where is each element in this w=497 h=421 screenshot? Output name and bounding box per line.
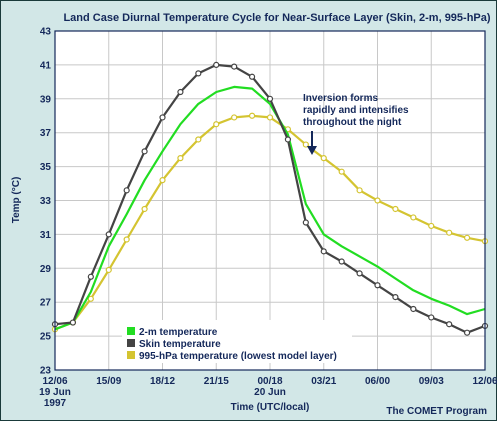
series-point-2: [338, 168, 345, 175]
series-point-1: [177, 88, 184, 96]
y-tick-label: 27: [40, 298, 52, 309]
x-tick-label: 09/03: [419, 376, 444, 387]
y-tick-label: 33: [40, 196, 52, 207]
series-point-1: [463, 329, 471, 336]
series-point-1: [213, 61, 220, 69]
series-point-1: [410, 305, 417, 313]
series-point-2: [177, 155, 184, 162]
series-point-2: [213, 121, 220, 128]
series-point-1: [231, 63, 238, 70]
legend-box: [122, 320, 352, 363]
annotation-line-1: Inversion forms: [303, 93, 378, 104]
series-point-1: [105, 231, 112, 238]
x-axis-label: Time (UTC/local): [231, 402, 310, 413]
x-tick-label: 1997: [44, 398, 67, 409]
series-point-1: [159, 114, 166, 121]
plot-frame: [54, 30, 486, 371]
series-point-1: [356, 270, 363, 277]
y-tick-label: 41: [40, 60, 52, 71]
x-tick-label: 06/00: [365, 376, 390, 387]
legend-label-995: 995-hPa temperature (lowest model layer): [139, 351, 337, 362]
series-point-1: [302, 219, 309, 226]
x-tick-label: 12/06: [42, 376, 67, 387]
series-point-2: [320, 155, 327, 162]
y-tick-label: 23: [40, 366, 52, 377]
series-point-2: [141, 205, 148, 213]
annotation-arrow-head: [307, 146, 317, 155]
series-line-0: [54, 85, 486, 331]
series-point-2: [463, 234, 471, 241]
series-point-2: [159, 177, 166, 184]
annotation-line-2: rapidly and intensifies: [303, 105, 409, 116]
series-point-1: [141, 148, 148, 155]
x-tick-label: 00/18: [257, 376, 282, 387]
series-point-1: [123, 187, 130, 194]
series-point-1: [428, 314, 435, 321]
series-point-1: [320, 248, 327, 255]
y-tick-label: 43: [40, 27, 52, 38]
x-tick-label: 19 Jun: [39, 387, 71, 398]
series-point-2: [302, 141, 309, 148]
x-tick-label: 15/09: [96, 376, 121, 387]
series-point-2: [374, 197, 381, 204]
series-point-1: [392, 294, 399, 301]
series-point-1: [69, 319, 77, 326]
series-point-2: [428, 222, 435, 230]
legend-swatch-2m: [127, 327, 135, 335]
y-tick-label: 31: [40, 230, 52, 241]
legend-label-2m: 2-m temperature: [139, 327, 218, 338]
series-group: [51, 61, 489, 336]
y-tick-label: 39: [40, 94, 52, 105]
series-point-2: [356, 187, 363, 194]
series-point-1: [195, 70, 202, 77]
series-point-1: [87, 273, 94, 280]
series-point-2: [123, 236, 130, 243]
y-tick-label: 35: [40, 162, 52, 173]
series-point-1: [446, 321, 453, 328]
series-point-2: [87, 295, 94, 302]
legend: 2-m temperature Skin temperature 995-hPa…: [122, 320, 352, 363]
series-point-2: [231, 114, 238, 121]
credit-text: The COMET Program: [386, 406, 487, 417]
x-tick-label: 03/21: [311, 376, 336, 387]
series-point-1: [266, 95, 274, 102]
series-point-1: [284, 136, 292, 143]
series-point-2: [446, 229, 453, 236]
legend-swatch-995: [127, 351, 135, 359]
chart-title: Land Case Diurnal Temperature Cycle for …: [63, 12, 490, 24]
x-tick-label: 21/15: [204, 376, 229, 387]
y-tick-label: 29: [40, 264, 52, 275]
y-tick-label: 25: [40, 332, 52, 343]
series-point-2: [105, 266, 112, 274]
series-point-2: [266, 114, 274, 121]
y-axis-label: Temp (°C): [11, 177, 22, 224]
x-tick-label: 18/12: [150, 376, 175, 387]
legend-swatch-skin: [127, 339, 135, 347]
series-point-1: [374, 282, 381, 289]
x-tick-label: 12/06: [472, 376, 497, 387]
series-point-1: [338, 258, 345, 265]
series-point-2: [410, 214, 417, 221]
legend-label-skin: Skin temperature: [139, 339, 221, 350]
y-axis: 23 25 27 29 31 33 35 37 39 41 43: [40, 27, 52, 377]
series-point-1: [248, 73, 256, 80]
series-point-2: [195, 136, 202, 143]
y-tick-label: 37: [40, 128, 52, 139]
series-point-2: [392, 205, 399, 213]
series-point-2: [248, 112, 256, 119]
annotation-line-3: throughout the night: [303, 117, 402, 128]
x-tick-label: 20 Jun: [254, 387, 286, 398]
annotation: Inversion forms rapidly and intensifies …: [303, 93, 409, 155]
